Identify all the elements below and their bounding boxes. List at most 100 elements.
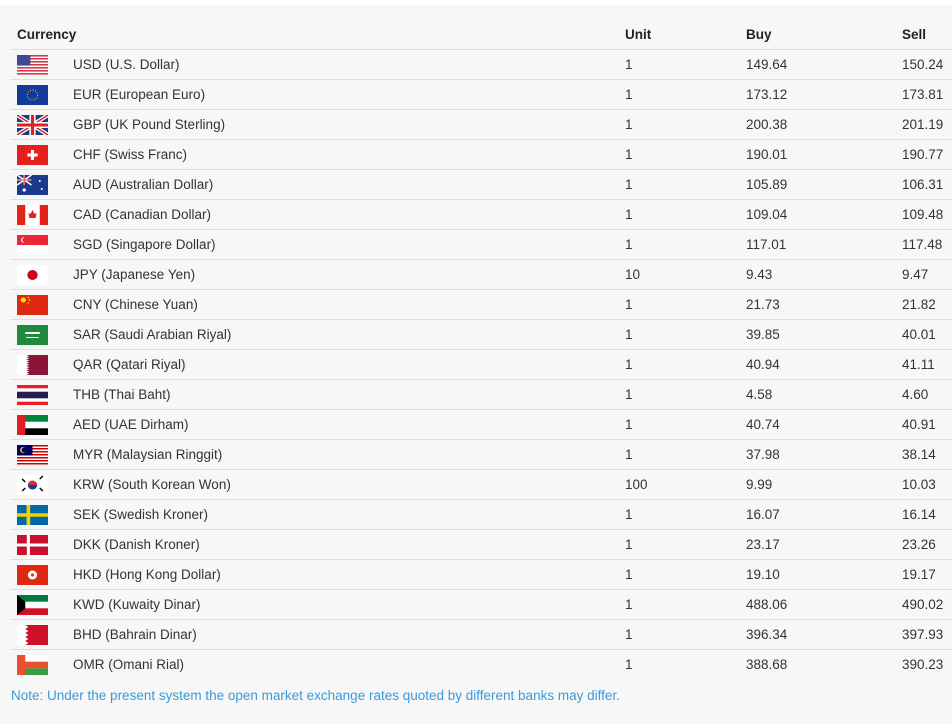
table-row: HKD (Hong Kong Dollar) 1 19.10 19.17 bbox=[10, 559, 952, 590]
unit-value: 1 bbox=[625, 559, 746, 590]
buy-rate: 37.98 bbox=[746, 439, 902, 470]
table-row: KWD (Kuwaity Dinar) 1 488.06 490.02 bbox=[10, 589, 952, 620]
unit-value: 1 bbox=[625, 619, 746, 650]
flag-gbp-icon bbox=[17, 114, 48, 135]
flag-sek-icon bbox=[17, 504, 48, 525]
sell-rate: 40.91 bbox=[902, 409, 952, 440]
buy-rate: 21.73 bbox=[746, 289, 902, 320]
currency-name: HKD (Hong Kong Dollar) bbox=[73, 559, 625, 590]
flag-aed-icon bbox=[17, 414, 48, 435]
sell-rate: 16.14 bbox=[902, 499, 952, 530]
buy-rate: 40.74 bbox=[746, 409, 902, 440]
sell-rate: 390.23 bbox=[902, 649, 952, 679]
table-row: SGD (Singapore Dollar) 1 117.01 117.48 bbox=[10, 229, 952, 260]
unit-value: 100 bbox=[625, 469, 746, 500]
currency-name: GBP (UK Pound Sterling) bbox=[73, 109, 625, 140]
unit-value: 1 bbox=[625, 649, 746, 679]
buy-rate: 200.38 bbox=[746, 109, 902, 140]
table-row: GBP (UK Pound Sterling) 1 200.38 201.19 bbox=[10, 109, 952, 140]
flag-krw-icon bbox=[17, 474, 48, 495]
currency-name: JPY (Japanese Yen) bbox=[73, 259, 625, 290]
sell-rate: 109.48 bbox=[902, 199, 952, 230]
currency-name: KRW (South Korean Won) bbox=[73, 469, 625, 500]
table-row: AED (UAE Dirham) 1 40.74 40.91 bbox=[10, 409, 952, 440]
flag-cad-icon bbox=[17, 204, 48, 225]
flag-myr-icon bbox=[17, 444, 48, 465]
sell-rate: 201.19 bbox=[902, 109, 952, 140]
header-sell: Sell bbox=[902, 26, 927, 42]
buy-rate: 149.64 bbox=[746, 49, 902, 80]
buy-rate: 488.06 bbox=[746, 589, 902, 620]
flag-hkd-icon bbox=[17, 564, 48, 585]
buy-rate: 388.68 bbox=[746, 649, 902, 679]
currency-name: CNY (Chinese Yuan) bbox=[73, 289, 625, 320]
unit-value: 1 bbox=[625, 49, 746, 80]
table-row: CNY (Chinese Yuan) 1 21.73 21.82 bbox=[10, 289, 952, 320]
flag-dkk-icon bbox=[17, 534, 48, 555]
table-row: QAR (Qatari Riyal) 1 40.94 41.11 bbox=[10, 349, 952, 380]
currency-name: SEK (Swedish Kroner) bbox=[73, 499, 625, 530]
unit-value: 1 bbox=[625, 379, 746, 410]
currency-name: THB (Thai Baht) bbox=[73, 379, 625, 410]
unit-value: 1 bbox=[625, 289, 746, 320]
header-currency: Currency bbox=[17, 26, 77, 42]
buy-rate: 39.85 bbox=[746, 319, 902, 350]
header-unit: Unit bbox=[625, 26, 652, 42]
unit-value: 1 bbox=[625, 139, 746, 170]
sell-rate: 21.82 bbox=[902, 289, 952, 320]
currency-name: KWD (Kuwaity Dinar) bbox=[73, 589, 625, 620]
currency-name: EUR (European Euro) bbox=[73, 79, 625, 110]
currency-name: BHD (Bahrain Dinar) bbox=[73, 619, 625, 650]
table-row: MYR (Malaysian Ringgit) 1 37.98 38.14 bbox=[10, 439, 952, 470]
flag-qar-icon bbox=[17, 354, 48, 375]
flag-chf-icon bbox=[17, 144, 48, 165]
unit-value: 1 bbox=[625, 79, 746, 110]
table-row: BHD (Bahrain Dinar) 1 396.34 397.93 bbox=[10, 619, 952, 650]
table-row: KRW (South Korean Won) 100 9.99 10.03 bbox=[10, 469, 952, 500]
currency-name: SGD (Singapore Dollar) bbox=[73, 229, 625, 260]
buy-rate: 4.58 bbox=[746, 379, 902, 410]
sell-rate: 4.60 bbox=[902, 379, 952, 410]
unit-value: 1 bbox=[625, 439, 746, 470]
buy-rate: 9.99 bbox=[746, 469, 902, 500]
sell-rate: 40.01 bbox=[902, 319, 952, 350]
buy-rate: 9.43 bbox=[746, 259, 902, 290]
flag-usd-icon bbox=[17, 54, 48, 75]
unit-value: 1 bbox=[625, 109, 746, 140]
sell-rate: 190.77 bbox=[902, 139, 952, 170]
currency-name: CHF (Swiss Franc) bbox=[73, 139, 625, 170]
currency-name: DKK (Danish Kroner) bbox=[73, 529, 625, 560]
buy-rate: 19.10 bbox=[746, 559, 902, 590]
sell-rate: 19.17 bbox=[902, 559, 952, 590]
flag-cny-icon bbox=[17, 294, 48, 315]
table-row: CHF (Swiss Franc) 1 190.01 190.77 bbox=[10, 139, 952, 170]
sell-rate: 397.93 bbox=[902, 619, 952, 650]
table-row: DKK (Danish Kroner) 1 23.17 23.26 bbox=[10, 529, 952, 560]
flag-eur-icon bbox=[17, 84, 48, 105]
buy-rate: 396.34 bbox=[746, 619, 902, 650]
unit-value: 1 bbox=[625, 319, 746, 350]
header-buy: Buy bbox=[746, 26, 772, 42]
currency-name: MYR (Malaysian Ringgit) bbox=[73, 439, 625, 470]
flag-omr-icon bbox=[17, 654, 48, 675]
sell-rate: 117.48 bbox=[902, 229, 952, 260]
unit-value: 1 bbox=[625, 349, 746, 380]
table-row: SAR (Saudi Arabian Riyal) 1 39.85 40.01 bbox=[10, 319, 952, 350]
unit-value: 1 bbox=[625, 499, 746, 530]
table-row: USD (U.S. Dollar) 1 149.64 150.24 bbox=[10, 49, 952, 80]
table-row: CAD (Canadian Dollar) 1 109.04 109.48 bbox=[10, 199, 952, 230]
buy-rate: 190.01 bbox=[746, 139, 902, 170]
rates-panel: Currency Unit Buy Sell USD (U.S. Dollar)… bbox=[0, 5, 952, 724]
currency-name: AUD (Australian Dollar) bbox=[73, 169, 625, 200]
table-row: JPY (Japanese Yen) 10 9.43 9.47 bbox=[10, 259, 952, 290]
unit-value: 1 bbox=[625, 409, 746, 440]
buy-rate: 105.89 bbox=[746, 169, 902, 200]
sell-rate: 41.11 bbox=[902, 349, 952, 380]
table-row: EUR (European Euro) 1 173.12 173.81 bbox=[10, 79, 952, 110]
currency-name: CAD (Canadian Dollar) bbox=[73, 199, 625, 230]
sell-rate: 173.81 bbox=[902, 79, 952, 110]
buy-rate: 23.17 bbox=[746, 529, 902, 560]
table-header: Currency Unit Buy Sell bbox=[10, 19, 952, 50]
table-row: OMR (Omani Rial) 1 388.68 390.23 bbox=[10, 649, 952, 679]
buy-rate: 117.01 bbox=[746, 229, 902, 260]
